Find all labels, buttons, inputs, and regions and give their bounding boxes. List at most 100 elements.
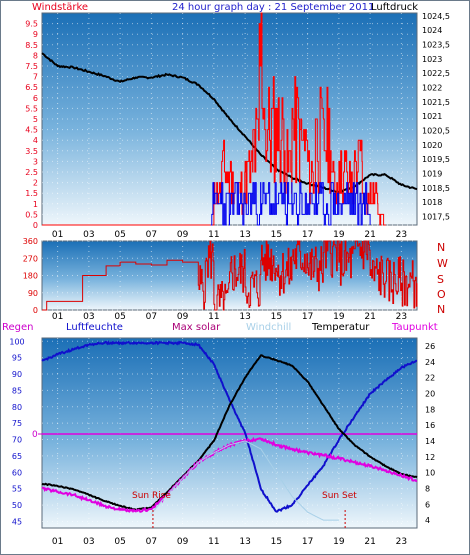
- direction-axis-tick: 180: [23, 272, 38, 281]
- luftdruck-label: Luftdruck: [371, 2, 418, 13]
- temperature-axis-tick: 12: [425, 453, 435, 462]
- x-tick-label: 15: [271, 312, 282, 322]
- x-tick-label: 21: [364, 312, 375, 322]
- x-tick-label: 13: [239, 537, 250, 547]
- sunrise-label: Sun Rise: [132, 491, 171, 501]
- x-tick-label: 03: [83, 537, 94, 547]
- x-tick-label: 11: [208, 312, 219, 322]
- x-tick-label: 13: [239, 312, 250, 322]
- x-tick-label: 11: [208, 230, 219, 240]
- x-tick-label: 23: [396, 230, 407, 240]
- temperature-axis-tick: 26: [425, 342, 435, 351]
- wind-axis-tick: 8: [33, 51, 38, 60]
- x-tick-label: 19: [333, 230, 345, 240]
- x-tick-label: 01: [52, 312, 63, 322]
- pressure-axis-tick: 1019,5: [422, 155, 450, 164]
- temperature-axis-tick: 8: [425, 484, 430, 493]
- humidity-axis-tick: 75: [12, 419, 22, 428]
- wind-direction-line: [42, 240, 418, 311]
- temperature-axis-tick: 24: [425, 358, 435, 367]
- wind-axis-tick: 1.5: [25, 189, 38, 198]
- windstarke-label: Windstärke: [32, 2, 88, 13]
- header-luftfeuchte: Luftfeuchte: [66, 322, 123, 333]
- wind-axis-tick: 0: [33, 221, 38, 230]
- header-taupunkt: Taupunkt: [391, 322, 438, 333]
- x-tick-label: 01: [52, 230, 63, 240]
- pressure-axis-tick: 1018: [422, 198, 442, 207]
- temperature-axis-tick: 6: [425, 500, 430, 509]
- pressure-axis-tick: 1023,5: [422, 41, 450, 50]
- temperature-line: [41, 354, 418, 512]
- wind-axis-tick: 2: [33, 179, 38, 188]
- x-tick-label: 15: [271, 537, 282, 547]
- windchill-line: [151, 440, 339, 521]
- wind-axis-tick: 2.5: [25, 168, 38, 177]
- x-tick-label: 03: [83, 230, 94, 240]
- x-tick-label: 05: [114, 312, 125, 322]
- regen-marker: 0: [32, 430, 38, 440]
- pressure-axis-tick: 1022: [422, 83, 442, 92]
- compass-s: S: [437, 273, 444, 286]
- pressure-axis-tick: 1024: [422, 26, 442, 35]
- wind-axis-tick: 5: [33, 115, 38, 124]
- temperature-axis-tick: 18: [425, 405, 435, 414]
- x-tick-label: 17: [302, 230, 313, 240]
- humidity-axis-tick: 70: [12, 436, 22, 445]
- wind-axis-tick: 7.5: [25, 62, 38, 71]
- header-regen: Regen: [2, 322, 34, 333]
- wind-axis-tick: 8.5: [25, 41, 38, 50]
- direction-axis-tick: 0: [33, 306, 38, 315]
- humidity-axis-tick: 60: [12, 468, 22, 477]
- header-max-solar: Max solar: [172, 322, 221, 333]
- temperature-axis-tick: 16: [425, 421, 435, 430]
- wind-axis-tick: 1: [33, 200, 38, 209]
- compass-o: O: [437, 288, 446, 301]
- wind-axis-tick: 4: [33, 136, 38, 145]
- humidity-axis-tick: 50: [12, 501, 22, 510]
- humidity-axis-tick: 45: [12, 517, 22, 526]
- compass-w: W: [437, 257, 448, 270]
- wind-axis-tick: 6.5: [25, 83, 38, 92]
- graph-day-title: 24 hour graph day : 21 September 2011: [172, 2, 374, 13]
- wind-axis-tick: 6: [33, 94, 38, 103]
- humidity-line: [41, 340, 418, 513]
- x-tick-label: 15: [271, 230, 282, 240]
- header-windchill: Windchill: [246, 322, 291, 333]
- x-tick-label: 09: [177, 537, 189, 547]
- temperature-axis-tick: 20: [425, 389, 435, 398]
- x-tick-label: 01: [52, 537, 63, 547]
- x-tick-label: 17: [302, 312, 313, 322]
- series-layer: [41, 12, 418, 528]
- pressure-axis-tick: 1023: [422, 55, 442, 64]
- wind-axis-tick: 9: [33, 30, 38, 39]
- pressure-axis-tick: 1017,5: [422, 212, 450, 221]
- x-tick-label: 07: [146, 230, 157, 240]
- wind-axis-tick: 4.5: [25, 126, 38, 135]
- panel-humidity-temperature: [41, 337, 418, 529]
- wind-axis-tick: 5.5: [25, 104, 38, 113]
- x-tick-label: 21: [364, 230, 375, 240]
- sunset-label: Sun Set: [322, 491, 357, 501]
- x-tick-label: 05: [114, 537, 125, 547]
- pressure-axis-tick: 1024,5: [422, 12, 450, 21]
- humidity-axis-tick: 55: [12, 485, 22, 494]
- temperature-axis-tick: 14: [425, 437, 435, 446]
- humidity-axis-tick: 100: [9, 337, 24, 346]
- wind-axis-tick: 3: [33, 157, 38, 166]
- temperature-axis-tick: 22: [425, 374, 435, 383]
- wind-axis-tick: 9.5: [25, 20, 38, 29]
- pressure-axis-tick: 1018,5: [422, 184, 450, 193]
- x-tick-label: 17: [302, 537, 313, 547]
- x-tick-label: 13: [239, 230, 250, 240]
- temperature-axis-tick: 4: [425, 516, 430, 525]
- pressure-axis-tick: 1020: [422, 141, 442, 150]
- humidity-axis-tick: 95: [12, 354, 22, 363]
- x-tick-label: 09: [177, 230, 189, 240]
- direction-axis-tick: 270: [23, 254, 38, 263]
- pressure-axis-tick: 1019: [422, 169, 442, 178]
- wind-axis-tick: 7: [33, 73, 38, 82]
- direction-axis-tick: 90: [28, 289, 38, 298]
- direction-axis-tick: 360: [23, 237, 38, 246]
- header-temperatur: Temperatur: [311, 322, 370, 333]
- compass-n-top: N: [437, 241, 445, 254]
